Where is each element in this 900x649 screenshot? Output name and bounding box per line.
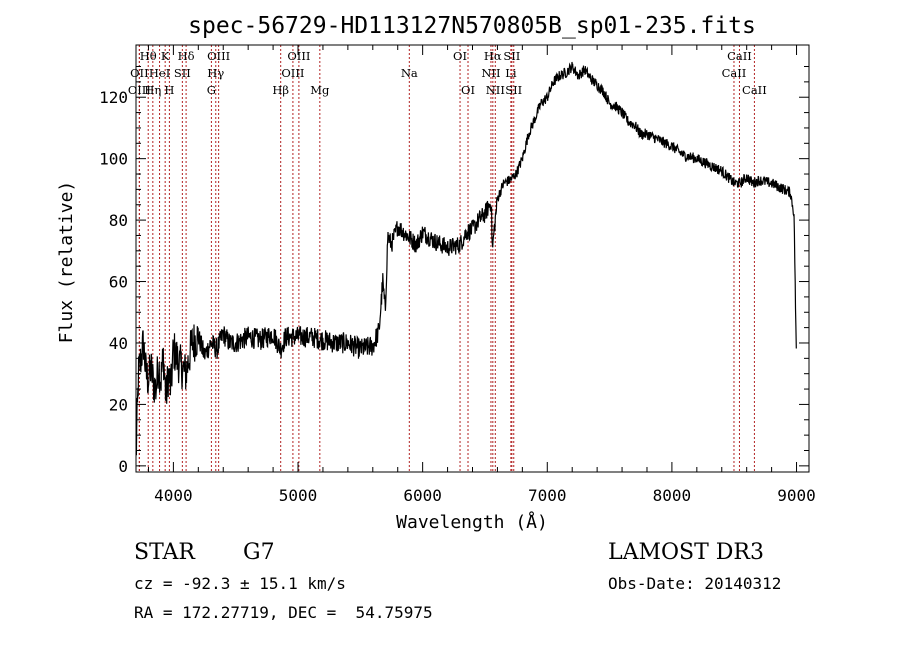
x-tick-label: 7000: [528, 486, 567, 505]
emission-line-label: Mg: [310, 83, 330, 97]
x-tick-label: 8000: [653, 486, 692, 505]
emission-line-label: OIII: [281, 66, 304, 80]
emission-line-label: SII: [505, 83, 522, 97]
emission-line-label: OIII: [128, 83, 151, 97]
emission-line-markers: [138, 45, 755, 472]
observation-date: Obs-Date: 20140312: [608, 574, 782, 593]
plot-frame: [135, 44, 810, 473]
chart-title: spec-56729-HD113127N570805B_sp01-235.fit…: [188, 13, 756, 39]
y-axis-ticks: 0 20 40 60 80 100 120: [99, 66, 809, 476]
y-tick-label: 20: [109, 395, 128, 414]
emission-line-label: CaII: [722, 66, 747, 80]
y-tick-label: 0: [118, 457, 128, 476]
emission-line-label: Hγ: [207, 66, 224, 80]
emission-line-label: NII: [481, 66, 500, 80]
coordinates: RA = 172.27719, DEC = 54.75975: [134, 603, 433, 622]
y-tick-label: 100: [99, 150, 128, 169]
survey-name: LAMOST DR3: [608, 540, 764, 565]
y-axis-label: Flux (relative): [56, 181, 77, 344]
x-tick-label: 6000: [403, 486, 442, 505]
emission-line-label: Hα: [484, 49, 502, 63]
y-tick-label: 120: [99, 88, 128, 107]
emission-line-label: CaII: [727, 49, 752, 63]
spectrum-line: [135, 61, 797, 456]
subclass: G7: [243, 540, 275, 565]
emission-line-label: H: [164, 83, 174, 97]
y-tick-label: 40: [109, 334, 128, 353]
emission-line-label: SII: [503, 49, 520, 63]
emission-line-label: Li: [505, 66, 517, 80]
emission-line-label: K: [161, 49, 170, 63]
emission-line-label: CaII: [742, 83, 767, 97]
x-tick-label: 5000: [279, 486, 318, 505]
emission-line-label: OIII: [287, 49, 310, 63]
emission-line-label: OI: [453, 49, 467, 63]
emission-line-label: OI: [461, 83, 475, 97]
velocity-readout: cz = -92.3 ± 15.1 km/s: [134, 574, 346, 593]
y-tick-label: 80: [109, 211, 128, 230]
emission-line-label: Hθ: [140, 49, 157, 63]
x-tick-label: 4000: [154, 486, 193, 505]
x-axis-ticks: 4000 5000 6000 7000 8000 9000: [147, 45, 816, 505]
emission-line-label: Hβ: [272, 83, 289, 97]
y-tick-label: 60: [109, 273, 128, 292]
emission-line-label: OII: [130, 66, 149, 80]
emission-line-label: G: [207, 83, 216, 97]
x-tick-label: 9000: [777, 486, 816, 505]
emission-line-label: HeI: [149, 66, 170, 80]
emission-line-label: NII: [486, 83, 505, 97]
emission-line-label: OIII: [207, 49, 230, 63]
emission-line-label: Na: [401, 66, 418, 80]
object-class: STAR: [134, 540, 195, 565]
x-axis-label: Wavelength (Å): [396, 511, 548, 533]
emission-line-label: Hη: [144, 83, 161, 97]
emission-line-label: Hδ: [178, 49, 195, 63]
emission-line-label: SII: [174, 66, 191, 80]
